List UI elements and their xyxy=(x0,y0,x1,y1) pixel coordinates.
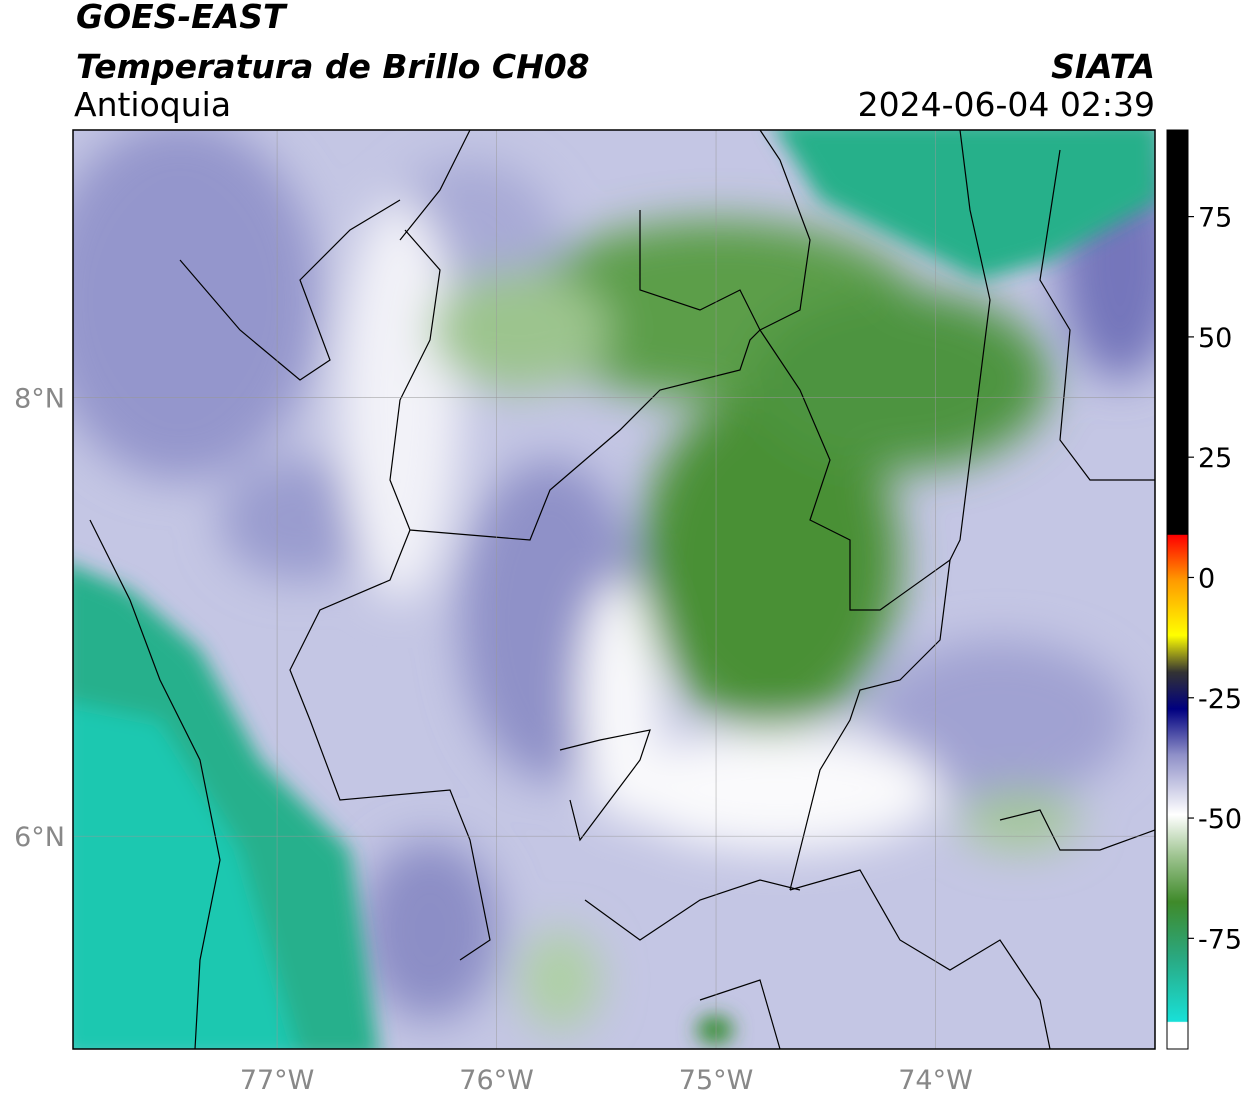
x-tick-label: 75°W xyxy=(679,1065,754,1096)
colorbar-tick-label: 75 xyxy=(1198,203,1232,234)
y-tick-label: 8°N xyxy=(14,384,65,415)
x-tick-label: 74°W xyxy=(898,1065,973,1096)
x-tick-label: 76°W xyxy=(459,1065,534,1096)
satellite-image xyxy=(73,130,1155,1049)
colorbar xyxy=(1166,129,1189,1050)
colorbar-tick-label: 25 xyxy=(1198,443,1232,474)
grid xyxy=(73,130,1155,1049)
region: Antioquia xyxy=(74,85,231,124)
colorbar-tick-label: -25 xyxy=(1198,684,1242,715)
satellite: GOES-EAST xyxy=(76,0,288,36)
colorbar-tick-label: 0 xyxy=(1198,563,1215,594)
product: Temperatura de Brillo CH08 xyxy=(76,47,590,86)
colorbar-tick-label: -50 xyxy=(1198,804,1242,835)
x-tick-label: 77°W xyxy=(240,1065,315,1096)
colorbar-tick-label: -75 xyxy=(1198,924,1242,955)
datetime: 2024-06-04 02:39 xyxy=(858,85,1155,124)
source: SIATA xyxy=(1051,47,1155,86)
colorbar-tick-label: 50 xyxy=(1198,323,1232,354)
y-tick-label: 6°N xyxy=(14,822,65,853)
map-frame xyxy=(72,129,1156,1050)
